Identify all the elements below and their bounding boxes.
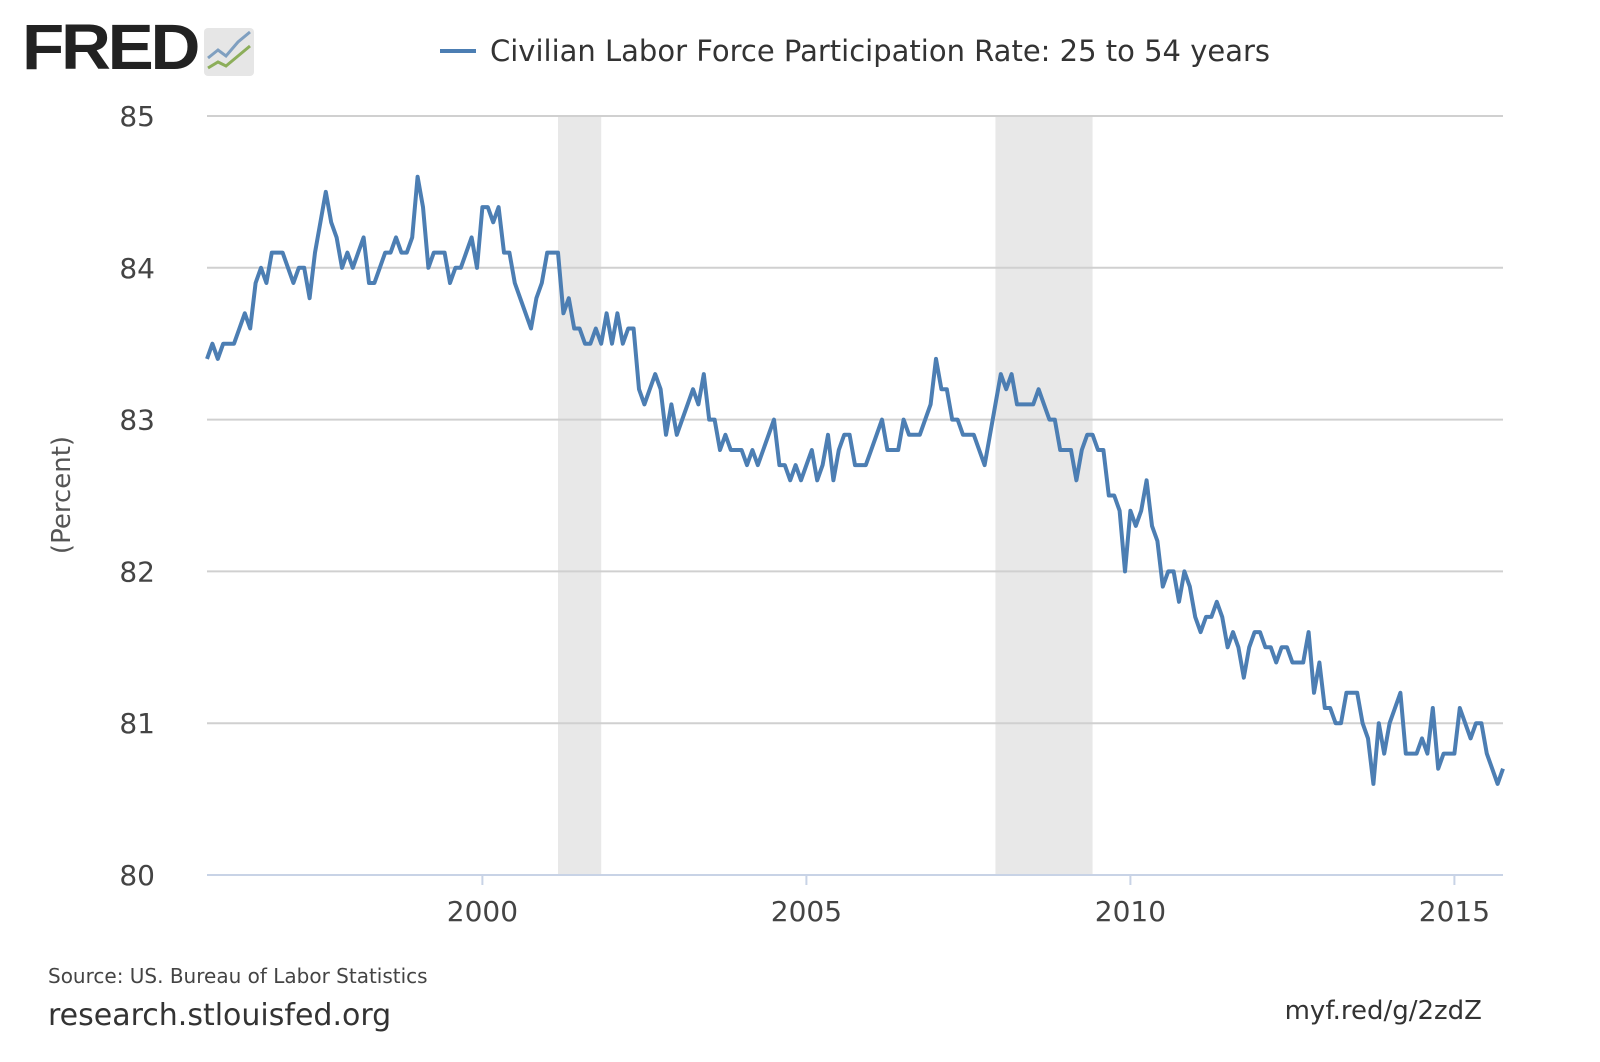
x-tick-label: 2005 bbox=[771, 895, 842, 928]
short-link[interactable]: myf.red/g/2zdZ bbox=[1284, 996, 1482, 1026]
x-tick-label: 2010 bbox=[1095, 895, 1166, 928]
y-axis-label: (Percent) bbox=[47, 436, 77, 554]
y-tick-label: 85 bbox=[119, 100, 155, 133]
x-tick-label: 2000 bbox=[447, 895, 518, 928]
recession-band bbox=[558, 116, 602, 875]
series-line bbox=[205, 174, 1505, 786]
x-tick-label: 2015 bbox=[1419, 895, 1490, 928]
source-note: Source: US. Bureau of Labor Statistics bbox=[48, 964, 428, 988]
y-tick-label: 81 bbox=[119, 707, 155, 740]
legend-label: Civilian Labor Force Participation Rate:… bbox=[490, 34, 1271, 68]
site-link[interactable]: research.stlouisfed.org bbox=[48, 998, 392, 1033]
y-tick-label: 80 bbox=[119, 859, 155, 892]
fred-logo[interactable]: FRED bbox=[22, 11, 255, 83]
recession-band bbox=[995, 116, 1093, 875]
logo-text: FRED bbox=[22, 11, 200, 83]
legend-swatch bbox=[440, 49, 476, 53]
y-tick-label: 84 bbox=[119, 252, 155, 285]
y-tick-label: 83 bbox=[119, 404, 155, 437]
chart-logo-icon bbox=[204, 28, 255, 76]
y-tick-label: 82 bbox=[119, 555, 155, 588]
chart-legend[interactable]: Civilian Labor Force Participation Rate:… bbox=[440, 34, 1270, 68]
